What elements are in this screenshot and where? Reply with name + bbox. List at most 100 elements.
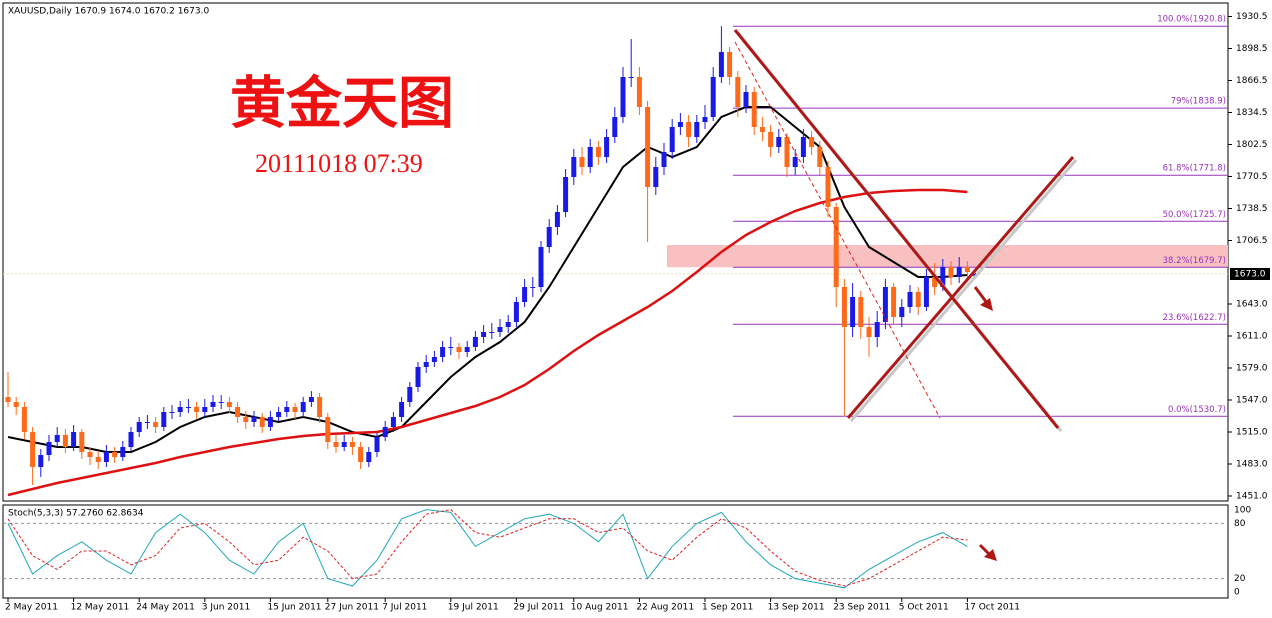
fib-label: 50.0%(1725.7)	[1163, 210, 1226, 220]
candle-body	[792, 157, 798, 167]
stoch-line	[7, 509, 968, 587]
candle-body	[128, 432, 134, 447]
candle-body	[751, 92, 757, 127]
candle-body	[13, 402, 19, 407]
chart-title: 黄金天图	[230, 71, 454, 137]
candle-body	[825, 167, 831, 207]
y-tick-label: 1706.5	[1236, 236, 1268, 246]
stoch-tick-label: 80	[1234, 519, 1246, 529]
last-price-label: 1673.0	[1234, 270, 1266, 280]
candle-body	[177, 407, 183, 412]
candle-body	[841, 287, 847, 327]
candle-body	[677, 122, 683, 127]
x-tick-label: 2 May 2011	[5, 603, 58, 613]
trendline-shadow	[849, 159, 1078, 422]
candle-body	[169, 412, 175, 413]
chart-header: XAUUSD,Daily 1670.9 1674.0 1670.2 1673.0	[8, 7, 209, 17]
candle-body	[513, 302, 519, 322]
candle-body	[235, 407, 241, 417]
candle-body	[497, 327, 503, 332]
last-price-box	[1230, 268, 1270, 280]
candle-body	[759, 127, 765, 132]
candle-body	[366, 452, 372, 462]
candle-body	[850, 297, 856, 327]
y-tick-label: 1643.0	[1236, 300, 1268, 310]
candle-body	[800, 137, 806, 157]
candle-body	[349, 442, 355, 447]
candle-body	[563, 177, 569, 212]
y-tick-label: 1802.5	[1236, 140, 1268, 150]
candle-body	[103, 452, 109, 462]
candle-body	[899, 307, 905, 317]
candle-body	[694, 122, 700, 137]
candle-body	[768, 132, 774, 147]
y-tick-label: 1579.0	[1236, 364, 1268, 374]
candle-body	[218, 402, 224, 403]
candle-body	[620, 77, 626, 117]
candle-body	[686, 122, 692, 137]
candle-body	[251, 417, 257, 422]
candle-body	[636, 77, 642, 107]
candle-body	[809, 137, 815, 147]
candle-body	[964, 267, 970, 272]
y-tick-label: 1898.5	[1236, 44, 1268, 54]
candle-body	[522, 287, 528, 302]
y-tick-label: 1930.5	[1236, 12, 1268, 22]
fib-label: 23.6%(1622.7)	[1163, 313, 1226, 323]
y-tick-label: 1611.0	[1236, 332, 1268, 342]
stoch-header: Stoch(5,3,3) 57.2760 62.8634	[8, 509, 144, 519]
candle-body	[710, 77, 716, 117]
x-tick-label: 7 Jul 2011	[382, 603, 427, 613]
candle-body	[661, 152, 667, 167]
candle-body	[833, 207, 839, 287]
axes-layer: 1930.5 1898.5 1866.5 1834.5 1802.5 1770.5 1738…	[5, 12, 1270, 613]
candle-body	[481, 332, 487, 337]
stoch-pane	[2, 504, 1229, 599]
candle-body	[325, 417, 331, 442]
candle-body	[956, 267, 962, 277]
candle-body	[866, 327, 872, 337]
fib-label: 100.0%(1920.8)	[1157, 15, 1226, 25]
candle-body	[194, 407, 200, 412]
x-tick-label: 29 Jul 2011	[513, 603, 564, 613]
candle-body	[628, 77, 634, 78]
candle-body	[161, 412, 167, 427]
candle-body	[456, 347, 462, 352]
candle-body	[489, 332, 495, 333]
candle-body	[464, 347, 470, 352]
x-tick-label: 12 May 2011	[71, 603, 130, 613]
candle-body	[62, 435, 68, 447]
candle-body	[932, 277, 938, 287]
candle-body	[612, 117, 618, 137]
x-tick-label: 19 Jul 2011	[448, 603, 499, 613]
candle-body	[382, 427, 388, 437]
arrow	[973, 286, 989, 304]
candle-body	[5, 397, 11, 402]
candle-body	[604, 137, 610, 157]
candle-body	[21, 407, 27, 432]
candle-body	[136, 422, 142, 432]
trendline	[846, 156, 1075, 419]
arrow-head	[984, 549, 997, 561]
candle-body	[645, 107, 651, 187]
x-tick-label: 24 May 2011	[136, 603, 195, 613]
candle-body	[38, 455, 44, 467]
candle-body	[308, 397, 314, 402]
y-tick-label: 1738.5	[1236, 204, 1268, 214]
candle-body	[259, 417, 265, 427]
candle-body	[333, 442, 339, 447]
y-tick-label: 1770.5	[1236, 172, 1268, 182]
candle-body	[317, 397, 323, 417]
candle-body	[210, 402, 216, 407]
candle-body	[431, 357, 437, 362]
candle-body	[940, 267, 946, 287]
band-layer	[667, 245, 1228, 268]
candle-body	[923, 277, 929, 307]
candle-body	[505, 322, 511, 327]
candle-body	[530, 287, 536, 288]
moving-average	[7, 188, 968, 497]
candle-body	[120, 447, 126, 457]
